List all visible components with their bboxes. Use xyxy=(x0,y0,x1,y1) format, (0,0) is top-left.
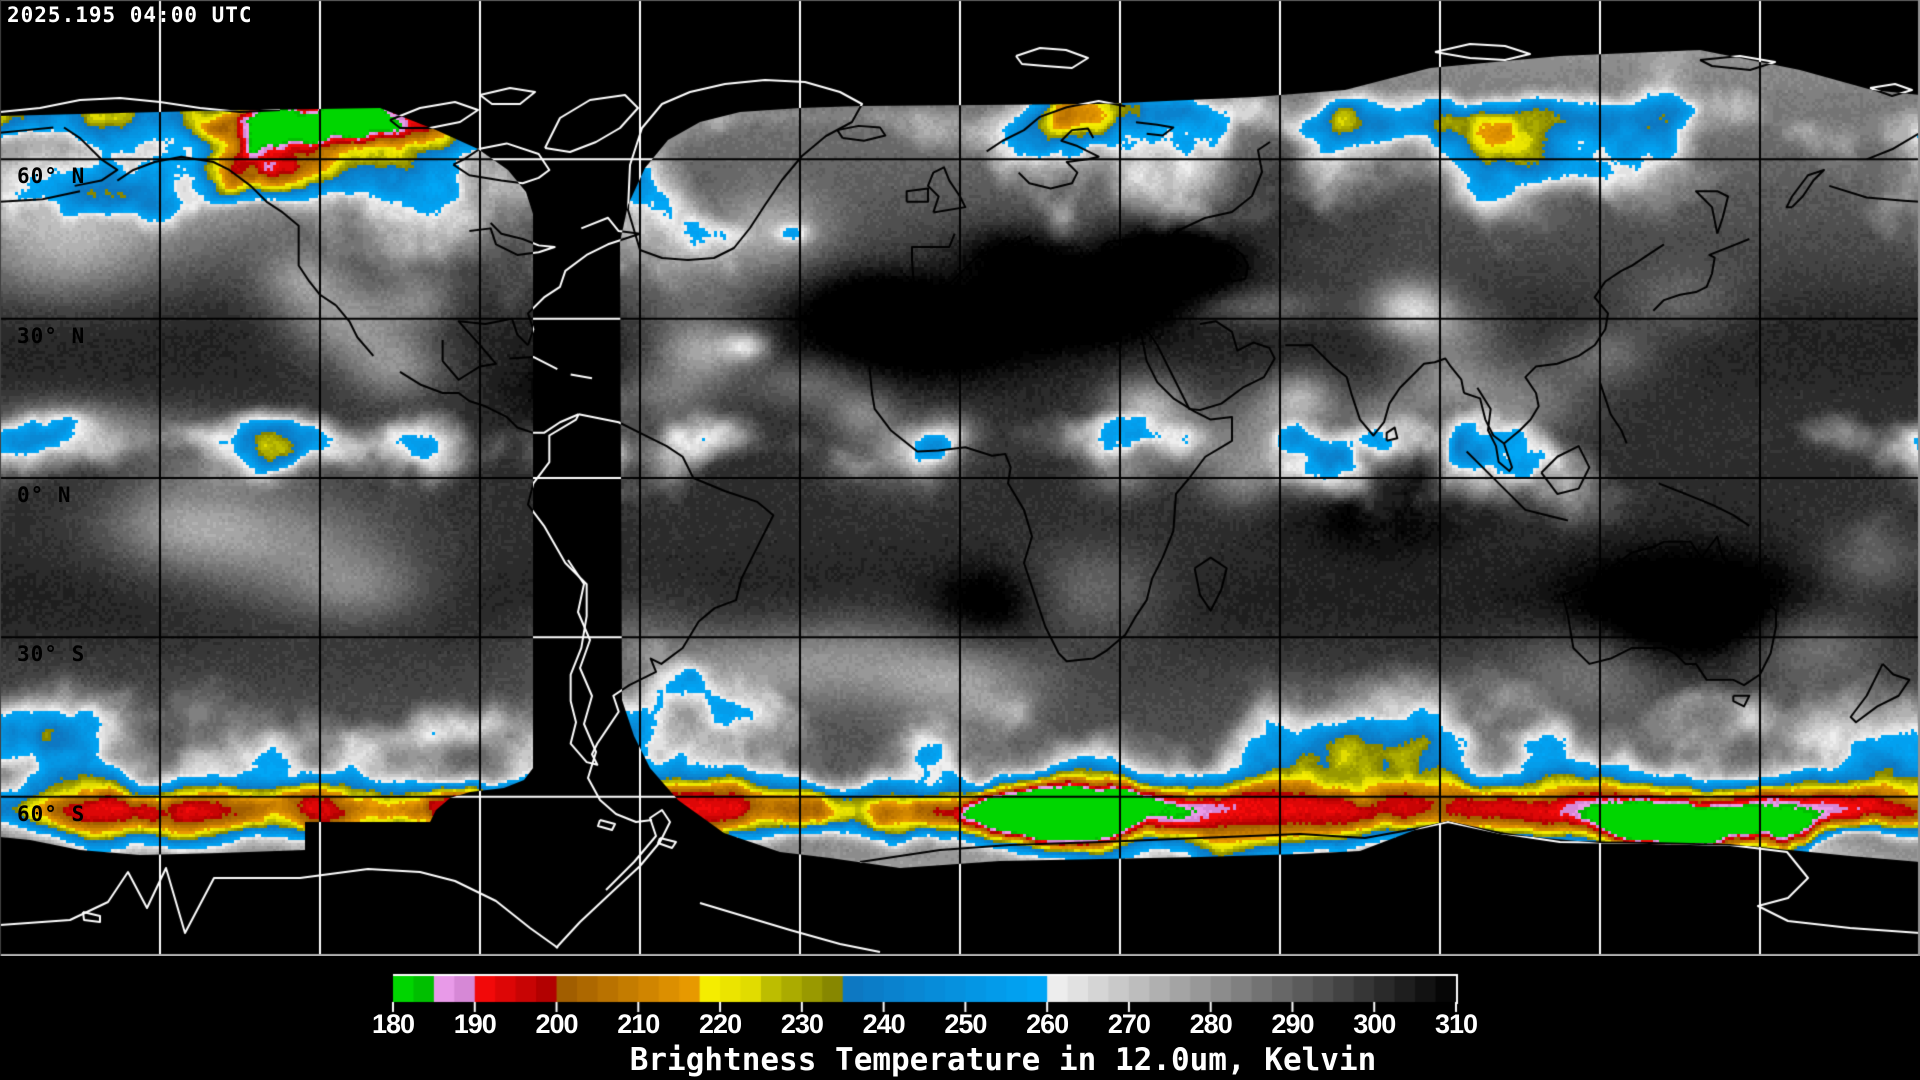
colorbar-tick-label: 300 xyxy=(1353,1009,1396,1039)
colorbar-tick-label: 210 xyxy=(617,1009,660,1039)
lat-label: 0° N xyxy=(17,483,72,507)
colorbar-tick-label: 200 xyxy=(535,1009,579,1039)
colorbar-tick-label: 290 xyxy=(1271,1009,1314,1039)
colorbar-tick-label: 270 xyxy=(1107,1009,1151,1039)
lat-label: 30° S xyxy=(17,642,86,667)
colorbar-tick-label: 220 xyxy=(699,1009,742,1039)
colorbar-tick-label: 260 xyxy=(1026,1009,1069,1039)
lat-label: 30° N xyxy=(17,323,86,348)
colorbar-tick-label: 250 xyxy=(944,1009,987,1039)
colorbar xyxy=(370,970,1550,1020)
colorbar-tick-label: 240 xyxy=(862,1009,906,1039)
colorbar-tick-label: 230 xyxy=(780,1009,824,1039)
global-ir-composite-map xyxy=(0,0,1920,956)
colorbar-title: Brightness Temperature in 12.0um, Kelvin xyxy=(629,1042,1377,1078)
lat-label: 60° S xyxy=(17,801,86,826)
colorbar-tick-label: 280 xyxy=(1189,1009,1233,1039)
colorbar-tick-label: 180 xyxy=(371,1009,415,1039)
colorbar-tick-label: 310 xyxy=(1434,1009,1478,1039)
lat-label: 60° N xyxy=(17,164,86,189)
timestamp: 2025.195 04:00 UTC xyxy=(7,3,253,27)
colorbar-tick-label: 190 xyxy=(453,1009,497,1039)
